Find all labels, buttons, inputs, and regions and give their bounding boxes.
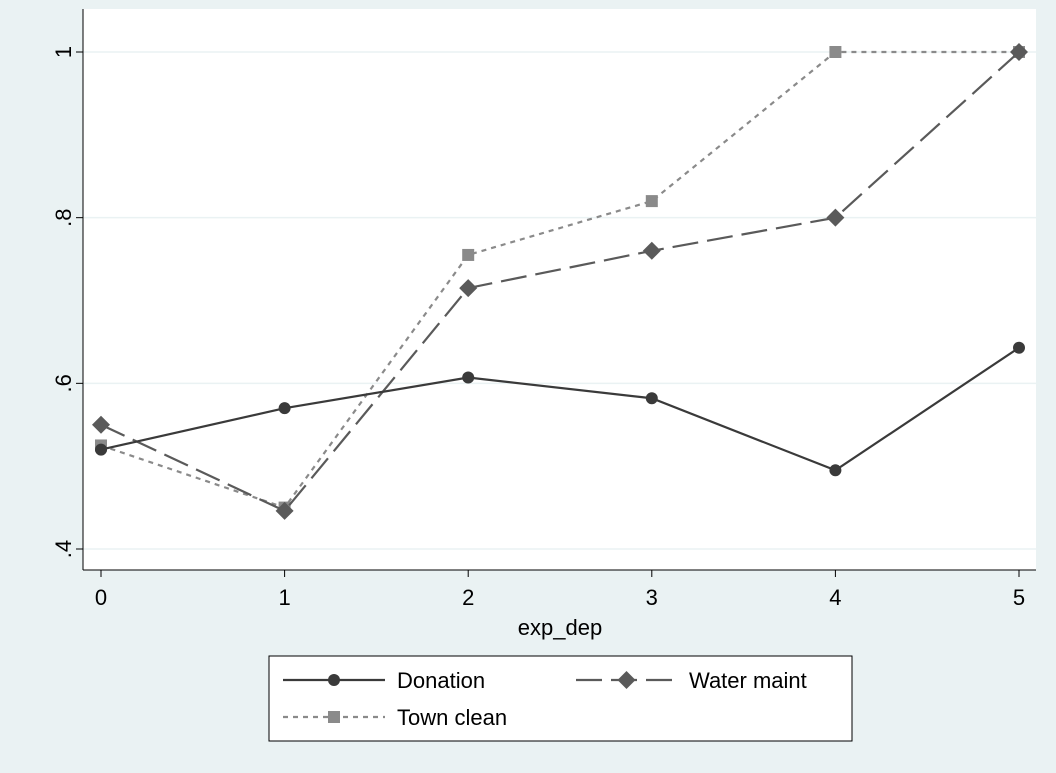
x-tick-label-2: 2 xyxy=(462,585,474,610)
point-donation-2 xyxy=(462,371,475,384)
point-water-maint-4 xyxy=(826,208,845,227)
point-town-clean-4 xyxy=(829,46,842,58)
legend-label-water-maint: Water maint xyxy=(689,668,807,693)
point-donation-1 xyxy=(278,402,291,415)
x-tick-label-1: 1 xyxy=(278,585,290,610)
line-town-clean xyxy=(100,50,1019,509)
point-town-clean-2 xyxy=(462,248,475,261)
point-donation-3 xyxy=(645,392,658,405)
legend-marker-donation xyxy=(328,674,340,686)
y-tick-label-1: .6 xyxy=(51,374,76,392)
point-water-maint-3 xyxy=(642,241,661,260)
x-axis-label: exp_dep xyxy=(518,615,602,640)
line-donation xyxy=(100,346,1020,472)
point-town-clean-3 xyxy=(645,195,658,208)
x-tick-label-0: 0 xyxy=(95,585,107,610)
point-water-maint-5 xyxy=(1010,43,1028,61)
legend-label-donation: Donation xyxy=(397,668,485,693)
axes: .4 .6 .8 1 0 1 2 3 4 5 xyxy=(51,9,1036,610)
grid-lines xyxy=(83,51,1036,550)
legend-box xyxy=(268,655,853,742)
y-tick-label-3: 1 xyxy=(51,46,76,58)
series-water-maint xyxy=(92,43,1028,520)
x-tick-label-3: 3 xyxy=(646,585,658,610)
line-water-maint xyxy=(100,51,1020,513)
y-tick-label-2: .8 xyxy=(51,208,76,226)
point-water-maint-1 xyxy=(275,501,294,520)
point-water-maint-0 xyxy=(92,415,110,434)
x-tick-label-4: 4 xyxy=(829,585,841,610)
series-lines xyxy=(92,43,1028,520)
plot-area xyxy=(83,9,1036,570)
point-water-maint-2 xyxy=(459,279,478,298)
x-tick-label-5: 5 xyxy=(1013,585,1025,610)
series-donation xyxy=(95,341,1025,477)
point-donation-0 xyxy=(95,443,107,456)
point-donation-5 xyxy=(1013,341,1025,354)
legend: Donation Water maint Town clean xyxy=(268,655,853,742)
legend-label-town-clean: Town clean xyxy=(397,705,507,730)
legend-marker-water-maint xyxy=(617,671,636,689)
point-donation-4 xyxy=(829,464,842,477)
y-tick-label-0: .4 xyxy=(51,540,76,558)
legend-marker-town-clean xyxy=(328,711,340,723)
